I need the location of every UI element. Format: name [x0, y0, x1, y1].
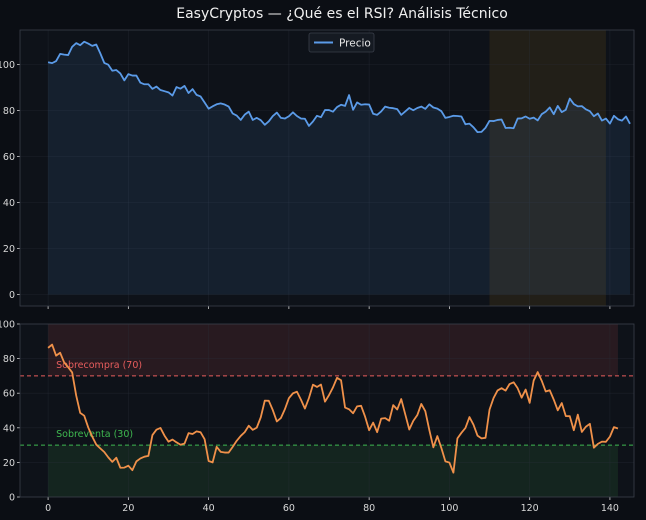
price-series-line: [47, 40, 631, 134]
overbought-band: [48, 324, 618, 376]
rsi-y-tick-label: 80: [3, 354, 15, 365]
oversold-band: [48, 445, 618, 497]
rsi-y-tick-label: 100: [0, 320, 15, 331]
price-y-tick-label: 60: [3, 152, 15, 163]
price-frame: [19, 29, 635, 307]
rsi-panel: 0 20 40 60 80 100 0 20 40 60 80 100 120 140 Sobrecompr…: [0, 320, 635, 514]
oversold-label: Sobreventa (30): [56, 429, 133, 440]
x-tick-label: 140: [601, 503, 619, 514]
rsi-y-tick-label: 0: [9, 493, 15, 504]
highlight-region: [489, 30, 606, 306]
x-tick-label: 20: [122, 503, 134, 514]
price-y-tick-label: 40: [3, 198, 15, 209]
x-tick-label: 120: [521, 503, 539, 514]
x-tick-label: 80: [363, 503, 375, 514]
x-tick-label: 100: [440, 503, 458, 514]
x-tick-label: 40: [203, 503, 215, 514]
rsi-y-tick-label: 60: [3, 389, 15, 400]
legend-label-precio: Precio: [339, 38, 371, 50]
price-y-tick-label: 0: [9, 290, 15, 301]
price-panel: 0 20 40 60 80 100 Precio: [0, 29, 635, 309]
price-area-fill: [48, 41, 630, 295]
x-tick-label: 60: [283, 503, 295, 514]
price-y-tick-label: 100: [0, 60, 15, 71]
price-y-tick-label: 80: [3, 106, 15, 117]
price-y-tick-label: 20: [3, 244, 15, 255]
x-tick-label: 0: [45, 503, 51, 514]
rsi-frame: [19, 323, 635, 498]
legend-box: [308, 32, 375, 53]
rsi-y-tick-label: 40: [3, 423, 15, 434]
rsi-y-tick-label: 20: [3, 458, 15, 469]
rsi-series-line: [47, 343, 619, 474]
chart-title: EasyCryptos — ¿Qué es el RSI? Análisis T…: [176, 6, 508, 22]
overbought-label: Sobrecompra (70): [56, 360, 142, 371]
